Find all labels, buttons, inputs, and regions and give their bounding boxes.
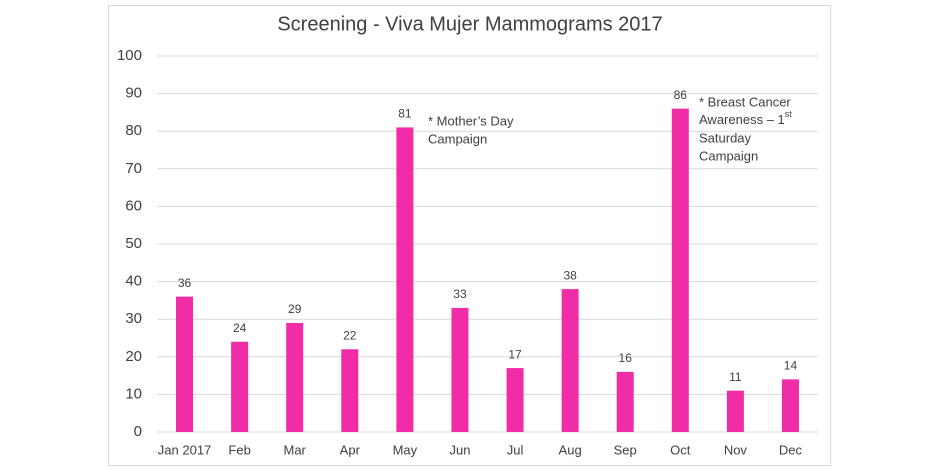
chart-title: Screening - Viva Mujer Mammograms 2017	[277, 13, 662, 35]
value-label: 86	[674, 88, 688, 102]
value-label: 11	[729, 370, 742, 384]
value-label: 38	[563, 268, 577, 282]
x-tick-label: Dec	[779, 442, 803, 457]
x-tick-label: Aug	[559, 442, 582, 457]
y-tick-label: 100	[117, 47, 142, 64]
bar	[781, 379, 799, 432]
annotation-line: Awareness – 1st	[699, 109, 792, 127]
bar	[341, 349, 359, 432]
y-tick-label: 50	[125, 235, 142, 252]
annotation-line: * Breast Cancer	[699, 94, 791, 109]
y-tick-label: 90	[125, 85, 142, 102]
x-tick-label: May	[393, 442, 418, 457]
value-label: 14	[784, 359, 798, 373]
bar	[671, 108, 689, 432]
x-tick-label: Nov	[724, 442, 748, 457]
value-label: 22	[343, 328, 357, 342]
bar	[726, 390, 744, 432]
y-tick-label: 60	[125, 197, 142, 214]
bar	[561, 289, 579, 432]
bar	[231, 341, 249, 432]
y-tick-label: 10	[125, 385, 142, 402]
chart-border	[108, 5, 831, 466]
x-tick-label: Sep	[614, 442, 637, 457]
x-tick-label: Feb	[228, 442, 250, 457]
x-tick-label: Mar	[284, 442, 307, 457]
annotation-superscript: st	[785, 109, 793, 119]
x-tick-label: Oct	[670, 442, 691, 457]
value-label: 81	[398, 107, 412, 121]
bar	[396, 127, 414, 432]
x-tick-label: Jan 2017	[158, 442, 212, 457]
annotation-text: Awareness – 1	[699, 112, 785, 127]
bar	[451, 307, 469, 432]
x-tick-label: Apr	[340, 442, 361, 457]
y-tick-label: 0	[134, 423, 142, 440]
value-label: 29	[288, 302, 302, 316]
annotation-line: * Mother’s Day	[428, 113, 514, 128]
annotation-line: Campaign	[428, 131, 487, 146]
annotation-line: Saturday	[699, 130, 752, 145]
bar	[176, 296, 194, 432]
value-label: 16	[619, 351, 633, 365]
bar	[506, 368, 524, 432]
value-label: 33	[453, 287, 467, 301]
x-tick-label: Jul	[507, 442, 524, 457]
bar	[286, 322, 304, 432]
y-tick-label: 70	[125, 160, 142, 177]
value-label: 24	[233, 321, 247, 335]
y-tick-label: 20	[125, 348, 142, 365]
bar	[616, 371, 634, 432]
value-label: 36	[178, 276, 192, 290]
annotation-line: Campaign	[699, 148, 758, 163]
y-tick-label: 30	[125, 310, 142, 327]
value-label: 17	[508, 347, 522, 361]
y-tick-label: 80	[125, 122, 142, 139]
x-tick-label: Jun	[449, 442, 470, 457]
y-tick-label: 40	[125, 273, 142, 290]
